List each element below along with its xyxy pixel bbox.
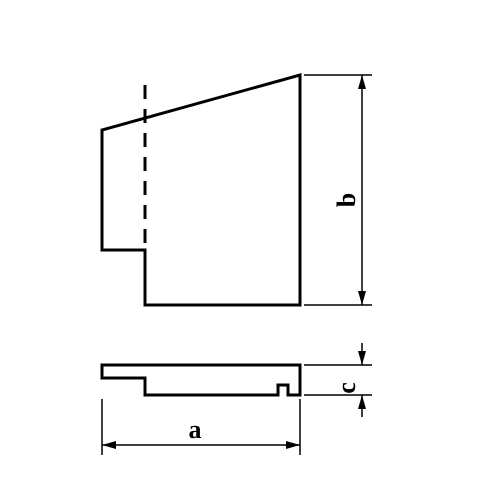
top-outline	[102, 75, 300, 305]
side-view	[102, 365, 300, 395]
dim-a-label: a	[189, 415, 202, 444]
dimension-c: c	[304, 343, 372, 417]
side-outline	[102, 365, 300, 395]
top-view	[102, 75, 300, 305]
dimension-a: a	[102, 399, 300, 455]
dimension-b: b	[304, 75, 372, 305]
dim-b-label: b	[332, 193, 361, 207]
dim-c-label: c	[332, 382, 361, 394]
